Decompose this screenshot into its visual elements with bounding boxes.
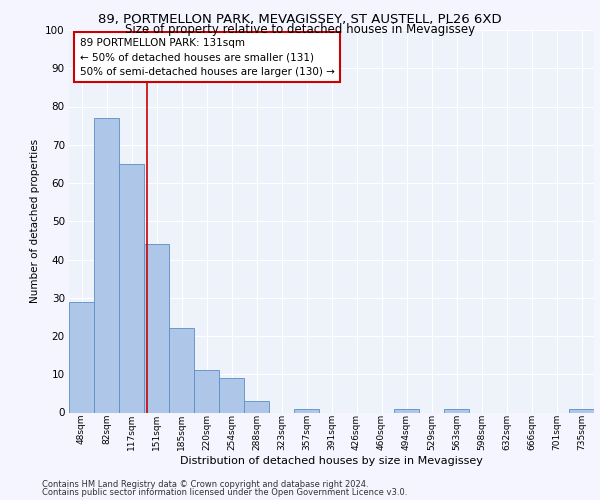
X-axis label: Distribution of detached houses by size in Mevagissey: Distribution of detached houses by size … — [180, 456, 483, 466]
Bar — [144, 244, 169, 412]
Text: Size of property relative to detached houses in Mevagissey: Size of property relative to detached ho… — [125, 22, 475, 36]
Bar — [94, 118, 119, 412]
Bar — [169, 328, 194, 412]
Text: Contains public sector information licensed under the Open Government Licence v3: Contains public sector information licen… — [42, 488, 407, 497]
Text: Contains HM Land Registry data © Crown copyright and database right 2024.: Contains HM Land Registry data © Crown c… — [42, 480, 368, 489]
Bar — [244, 401, 269, 412]
Bar — [444, 408, 469, 412]
Bar — [394, 408, 419, 412]
Bar — [569, 408, 594, 412]
Bar — [219, 378, 244, 412]
Text: 89, PORTMELLON PARK, MEVAGISSEY, ST AUSTELL, PL26 6XD: 89, PORTMELLON PARK, MEVAGISSEY, ST AUST… — [98, 12, 502, 26]
Bar — [69, 302, 94, 412]
Y-axis label: Number of detached properties: Number of detached properties — [29, 139, 40, 304]
Bar — [194, 370, 219, 412]
Bar — [119, 164, 144, 412]
Text: 89 PORTMELLON PARK: 131sqm
← 50% of detached houses are smaller (131)
50% of sem: 89 PORTMELLON PARK: 131sqm ← 50% of deta… — [79, 38, 334, 78]
Bar — [294, 408, 319, 412]
